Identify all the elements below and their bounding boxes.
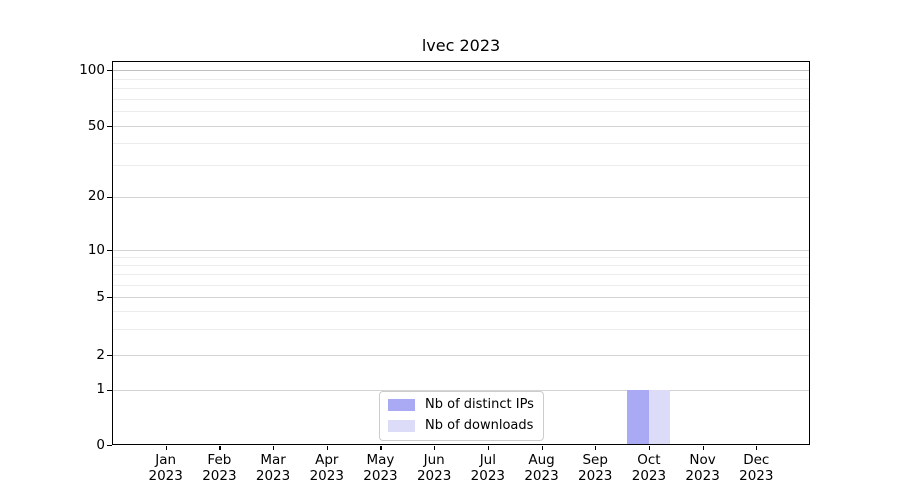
x-tick-label: Nov 2023: [685, 452, 720, 484]
x-tick: [273, 446, 275, 450]
legend: Nb of distinct IPs Nb of downloads: [379, 391, 544, 441]
y-tick-label: 50: [87, 117, 105, 134]
y-grid-minor-line: [113, 274, 809, 276]
y-grid-minor-line: [113, 257, 809, 259]
x-tick-label: Apr 2023: [309, 452, 344, 484]
bar-downloads: [648, 389, 671, 445]
x-tick: [487, 446, 490, 450]
x-tick: [434, 446, 436, 450]
x-tick-label: Dec 2023: [739, 452, 774, 484]
y-tick-label: 1: [96, 381, 105, 397]
x-tick: [219, 446, 221, 450]
x-tick-label: Feb 2023: [202, 452, 237, 484]
y-grid-minor-line: [113, 284, 809, 286]
x-tick-label: Aug 2023: [524, 452, 559, 484]
x-tick: [380, 446, 382, 450]
legend-swatch-downloads: [388, 420, 415, 432]
y-grid-major-line: [113, 250, 809, 251]
x-tick: [165, 446, 167, 450]
y-grid-major-line: [113, 126, 809, 127]
bar-distinct-ips: [627, 389, 649, 445]
y-tick: [107, 126, 112, 128]
x-tick-label: Jun 2023: [416, 452, 452, 484]
legend-item-downloads: Nb of downloads: [388, 417, 534, 435]
y-grid-minor-line: [113, 98, 809, 100]
y-grid-minor-line: [113, 265, 809, 267]
chart-title: lvec 2023: [421, 36, 501, 55]
y-grid-major-line: [113, 355, 809, 356]
x-tick: [595, 446, 597, 450]
y-tick-label: 0: [96, 436, 105, 453]
x-tick: [326, 446, 328, 450]
x-tick-label: May 2023: [363, 452, 398, 484]
legend-item-distinct-ips: Nb of distinct IPs: [388, 396, 534, 414]
x-tick: [702, 446, 704, 450]
y-grid-minor-line: [113, 111, 809, 113]
x-tick: [756, 446, 758, 450]
y-tick-label: 5: [96, 288, 105, 305]
x-tick: [541, 446, 543, 450]
x-tick-label: Sep 2023: [578, 452, 613, 484]
y-grid-minor-line: [113, 143, 809, 145]
y-grid-minor-line: [113, 311, 809, 313]
y-tick-label: 20: [87, 188, 105, 204]
plot-border: [112, 61, 810, 445]
y-tick: [107, 445, 112, 447]
legend-swatch-distinct-ips: [388, 399, 415, 411]
y-grid-minor-line: [113, 329, 809, 331]
y-grid-major-line: [113, 389, 809, 391]
x-tick-label: Mar 2023: [255, 452, 291, 484]
y-grid-major-line: [113, 196, 809, 198]
y-tick: [107, 355, 112, 357]
x-tick: [648, 446, 651, 450]
y-tick: [107, 389, 112, 391]
y-tick: [107, 196, 112, 198]
y-tick: [107, 70, 112, 72]
x-tick-label: Jan 2023: [148, 452, 183, 484]
y-tick-label: 10: [87, 241, 105, 258]
x-tick-label: Jul 2023: [470, 452, 506, 484]
y-tick: [107, 297, 112, 299]
y-tick: [107, 250, 112, 252]
y-tick-label: 2: [96, 346, 105, 363]
y-tick-label: 100: [79, 61, 105, 78]
y-grid-minor-line: [113, 165, 809, 167]
y-grid-minor-line: [113, 88, 809, 90]
y-grid-major-line: [113, 70, 809, 71]
legend-label-distinct-ips: Nb of distinct IPs: [425, 397, 534, 412]
y-grid-minor-line: [113, 78, 809, 80]
x-tick-label: Oct 2023: [631, 452, 667, 484]
y-grid-major-line: [113, 297, 809, 298]
legend-label-downloads: Nb of downloads: [425, 418, 534, 433]
